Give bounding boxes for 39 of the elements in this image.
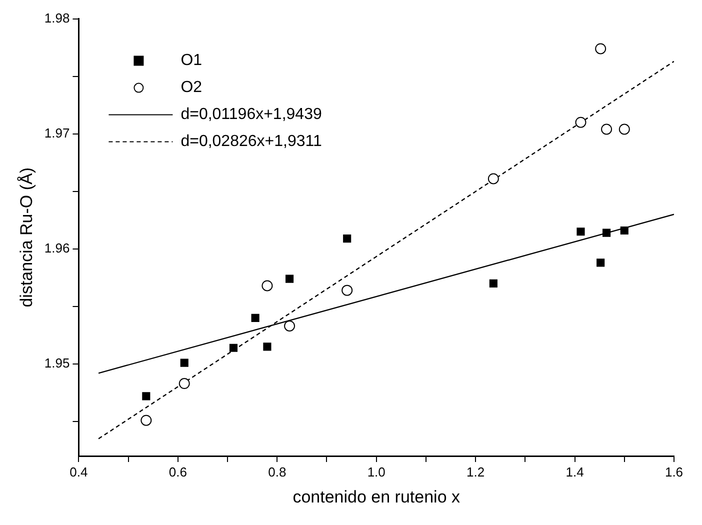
point <box>489 279 498 288</box>
point <box>229 344 238 352</box>
point <box>602 228 611 237</box>
legend-label: d=0,01196x+1,9439 <box>180 106 322 124</box>
point <box>262 280 273 292</box>
legend-label: O1 <box>180 52 202 70</box>
point <box>618 124 630 135</box>
y-tick-label: 1.98 <box>44 10 70 26</box>
y-tick-label: 1.97 <box>44 125 70 140</box>
y-tick-label: 1.95 <box>44 356 70 371</box>
x-tick-label: 1.0 <box>367 464 386 480</box>
point <box>142 392 150 400</box>
point <box>620 226 628 235</box>
x-tick-label: 0.4 <box>70 464 88 480</box>
point <box>178 378 190 390</box>
point <box>576 228 585 236</box>
point <box>284 320 296 332</box>
x-tick-label: 0.6 <box>168 464 187 480</box>
point <box>596 258 605 267</box>
y-axis-title: distancia Ru-O (Å) <box>16 167 36 308</box>
x-tick-label: 0.8 <box>268 464 286 480</box>
point <box>342 284 353 296</box>
y-tick-label: 1.96 <box>44 240 70 256</box>
legend-label: O2 <box>180 79 202 96</box>
point <box>140 414 152 426</box>
legend-label: d=0,02826x+1,9311 <box>180 133 322 150</box>
point <box>263 342 272 351</box>
point <box>343 234 352 243</box>
point <box>180 358 188 367</box>
point <box>286 274 294 283</box>
point <box>251 314 260 322</box>
x-tick-label: 1.6 <box>664 464 684 480</box>
point <box>595 43 606 54</box>
point <box>575 116 586 128</box>
point <box>601 124 612 135</box>
x-axis-title: contenido en rutenio x <box>292 487 460 506</box>
point <box>488 173 499 184</box>
x-tick-label: 1.2 <box>466 464 485 480</box>
x-tick-label: 1.4 <box>566 464 584 480</box>
